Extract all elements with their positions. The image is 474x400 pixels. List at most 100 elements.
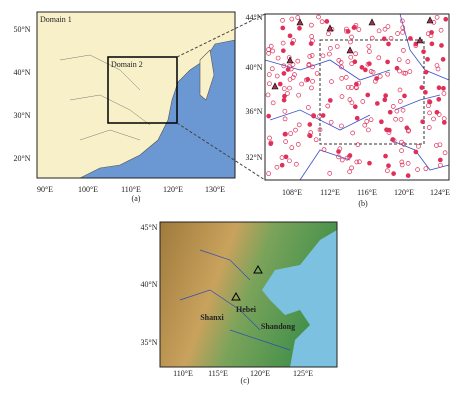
station [311,113,317,119]
station [348,39,353,45]
station [344,155,350,161]
station [405,161,411,166]
station [282,116,288,122]
station [441,91,447,96]
lat-label: 40°N [246,63,263,72]
station [413,43,419,48]
station [293,127,298,133]
station [390,104,396,109]
station [283,139,288,144]
lat-label: 35°N [141,338,158,347]
station [305,77,311,82]
station [274,164,280,170]
station [399,159,405,165]
lon-label: 120°E [250,369,270,378]
borders [59,54,151,141]
lon-label: 124°E [430,188,450,197]
lon-label: 125°E [293,369,313,378]
station [337,146,343,152]
station [270,100,276,106]
station [365,127,371,133]
station [426,16,434,24]
station [399,148,404,153]
station [356,27,362,32]
panel-caption: (c) [241,376,250,385]
station [397,99,403,104]
station [376,28,382,34]
station [376,55,382,61]
place-label: Hebei [236,305,257,314]
station [344,26,349,32]
station [403,70,408,76]
station [382,26,388,32]
station [292,72,297,77]
station [428,33,434,39]
station [281,63,287,69]
station [368,18,376,26]
station [309,53,315,58]
station [306,62,312,68]
station [279,162,285,168]
station [344,28,349,34]
station [399,18,405,24]
station [400,25,406,31]
station [347,153,353,158]
domain-label: Domain 2 [111,60,143,69]
station [343,75,349,80]
station [267,135,272,141]
station [382,97,388,103]
station [271,82,279,90]
station [354,85,359,91]
station [275,55,281,61]
station [386,163,391,169]
station [367,61,372,67]
station [443,16,449,22]
station [408,36,413,41]
station [296,92,302,98]
station [287,158,292,164]
place-label: Shanxi [200,313,224,322]
station [268,141,274,147]
station [423,89,428,95]
station [385,168,390,174]
station [434,109,440,115]
station [385,59,390,65]
station [386,130,392,135]
station [345,84,351,90]
station [379,119,384,125]
station [434,143,439,148]
station [431,116,436,122]
station [374,101,380,106]
station [317,127,323,133]
station [267,81,272,87]
station [329,79,334,84]
station [434,14,440,20]
station [350,130,356,136]
rivers [179,249,291,351]
station [359,65,365,70]
station [314,71,320,76]
station [420,119,425,125]
station [325,103,331,109]
panel-caption: (b) [358,199,368,208]
station [282,93,287,99]
station [321,147,327,152]
station [324,19,330,24]
station [290,75,296,80]
station [384,127,389,133]
station [231,291,241,301]
lon-label: 116°E [357,188,377,197]
station [334,44,340,49]
station [400,48,406,53]
domain-label: Domain 1 [40,15,72,24]
station [365,92,371,98]
station [402,93,407,99]
station [336,154,341,160]
station [405,59,411,64]
station [326,24,334,32]
station [307,54,313,59]
station [310,38,315,44]
lon-label: 130°E [205,185,225,194]
land [36,11,236,179]
station [339,123,344,129]
